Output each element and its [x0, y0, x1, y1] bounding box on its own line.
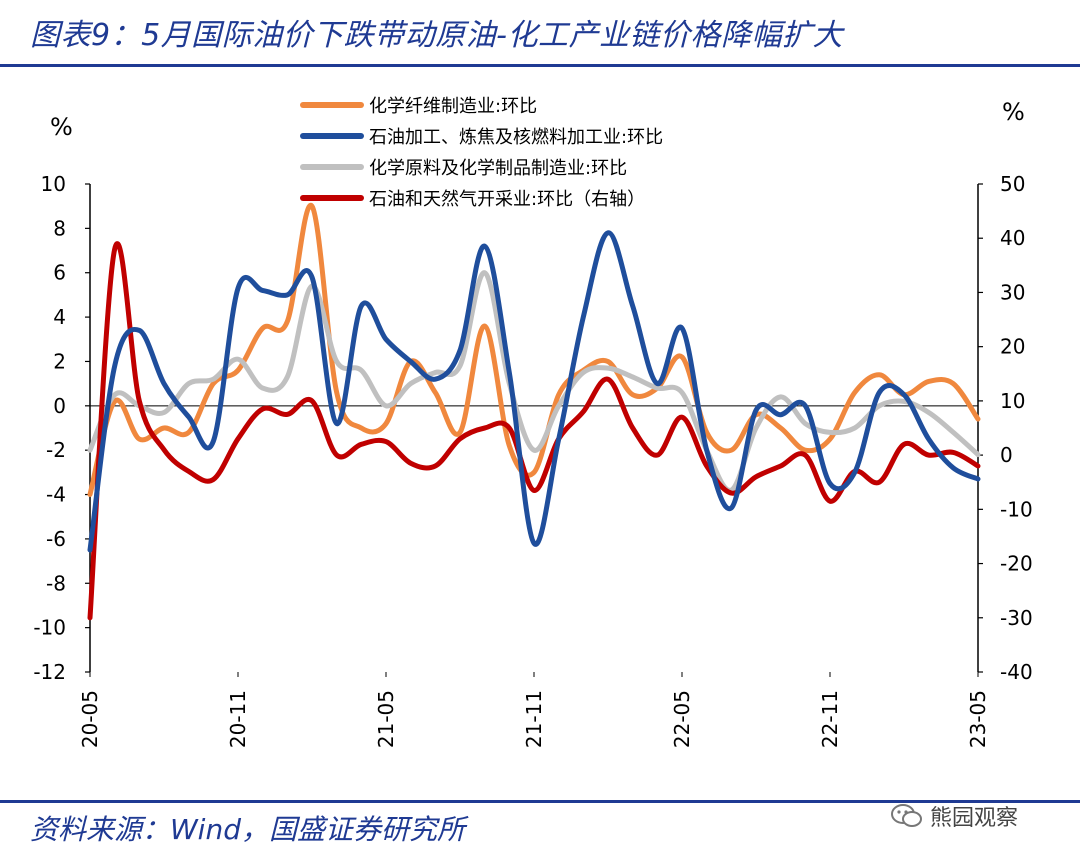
left-tick-label: 10 [41, 172, 66, 196]
legend-group: 化学纤维制造业:环比石油加工、炼焦及核燃料加工业:环比化学原料及化学制品制造业:… [300, 96, 663, 210]
x-tick-label: 20-05 [78, 690, 102, 748]
x-tick-label: 22-11 [818, 690, 842, 748]
right-tick-label: 10 [1000, 389, 1025, 413]
top-rule [0, 64, 1080, 67]
right-tick-label: 40 [1000, 226, 1025, 250]
x-tick-label: 22-05 [670, 690, 694, 748]
right-tick-label: -40 [1000, 660, 1033, 684]
left-tick-label: -12 [33, 660, 66, 684]
legend-label-4: 石油和天然气开采业:环比（右轴） [369, 189, 645, 210]
chart-canvas: 1086420-2-4-6-8-10-1250403020100-10-20-3… [33, 96, 1032, 748]
chart-title: 图表9：5月国际油价下跌带动原油-化工产业链价格降幅扩大 [30, 18, 843, 53]
series-line-3 [87, 270, 981, 493]
left-tick-label: -6 [46, 527, 66, 551]
legend-label-1: 化学纤维制造业:环比 [369, 96, 537, 117]
left-tick-label: -10 [33, 616, 66, 640]
left-tick-label: -2 [46, 438, 66, 462]
x-tick-label: 21-05 [374, 690, 398, 748]
series-line-4 [87, 241, 981, 621]
x-tick-label: 20-11 [226, 690, 250, 748]
left-tick-label: 0 [53, 394, 66, 418]
x-tick-label: 21-11 [522, 690, 546, 748]
left-tick-label: 8 [53, 216, 66, 240]
right-tick-label: -30 [1000, 606, 1033, 630]
legend-label-2: 石油加工、炼焦及核燃料加工业:环比 [369, 127, 663, 148]
legend-label-3: 化学原料及化学制品制造业:环比 [369, 158, 627, 179]
series-line-2 [87, 230, 981, 553]
right-tick-label: 0 [1000, 443, 1013, 467]
series-group [87, 203, 981, 621]
right-tick-label: 20 [1000, 335, 1025, 359]
watermark: 熊园观察 [890, 796, 1050, 836]
right-tick-label: -20 [1000, 552, 1033, 576]
watermark-text: 熊园观察 [930, 806, 1019, 831]
bottom-rule [0, 800, 1080, 803]
left-tick-label: -4 [46, 483, 66, 507]
wechat-icon [891, 804, 922, 827]
right-axis-unit: % [1002, 98, 1025, 126]
source-note: 资料来源：Wind，国盛证券研究所 [30, 813, 465, 846]
right-tick-label: -10 [1000, 497, 1033, 521]
right-tick-label: 30 [1000, 280, 1025, 304]
left-tick-label: 2 [53, 349, 66, 373]
left-axis-unit: % [50, 113, 73, 141]
axes-group: 1086420-2-4-6-8-10-1250403020100-10-20-3… [33, 172, 1032, 748]
left-tick-label: 6 [53, 261, 66, 285]
x-tick-label: 23-05 [966, 690, 990, 748]
left-tick-label: 4 [53, 305, 66, 329]
right-tick-label: 50 [1000, 172, 1025, 196]
left-tick-label: -8 [46, 571, 66, 595]
